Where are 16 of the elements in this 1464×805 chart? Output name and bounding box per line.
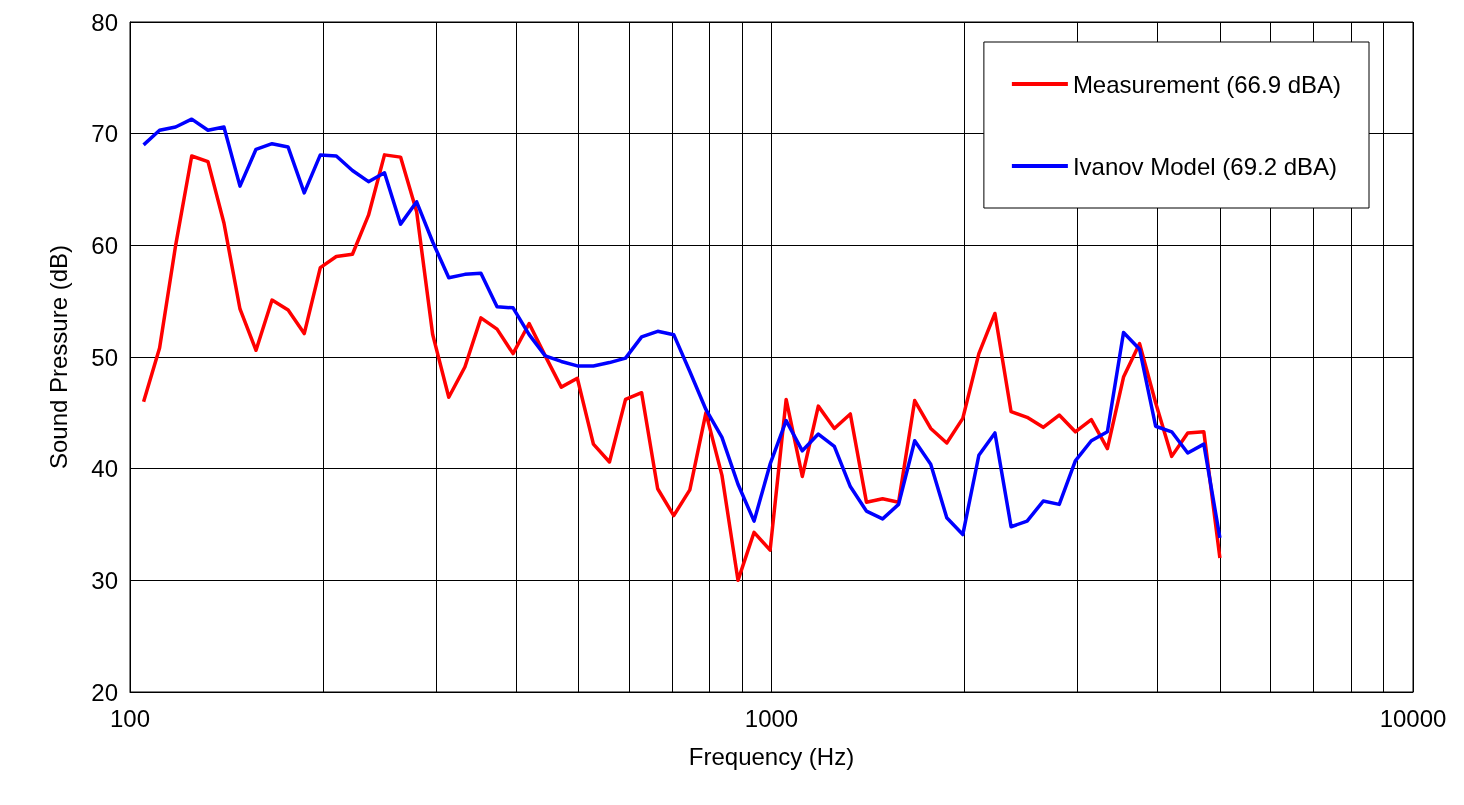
y-axis-title: Sound Pressure (dB) (44, 244, 72, 470)
y-tick-label: 50 (91, 343, 118, 371)
x-tick-label: 100 (109, 704, 151, 732)
y-tick-label: 30 (91, 566, 118, 594)
y-tick-label: 60 (91, 231, 118, 259)
legend-label: Measurement (66.9 dBA) (1072, 70, 1341, 98)
y-tick-label: 40 (91, 455, 118, 483)
line-series (141, 117, 1222, 540)
y-tick-label: 70 (91, 120, 118, 148)
y-tick-label: 20 (91, 678, 118, 706)
legend-label: Ivanov Model (69.2 dBA) (1072, 152, 1338, 180)
x-tick-label: 1000 (744, 704, 799, 732)
x-tick-label: 10000 (1379, 704, 1447, 732)
y-tick-label: 80 (91, 8, 118, 36)
x-axis-title: Frequency (Hz) (688, 742, 855, 770)
line-series (141, 153, 1222, 583)
